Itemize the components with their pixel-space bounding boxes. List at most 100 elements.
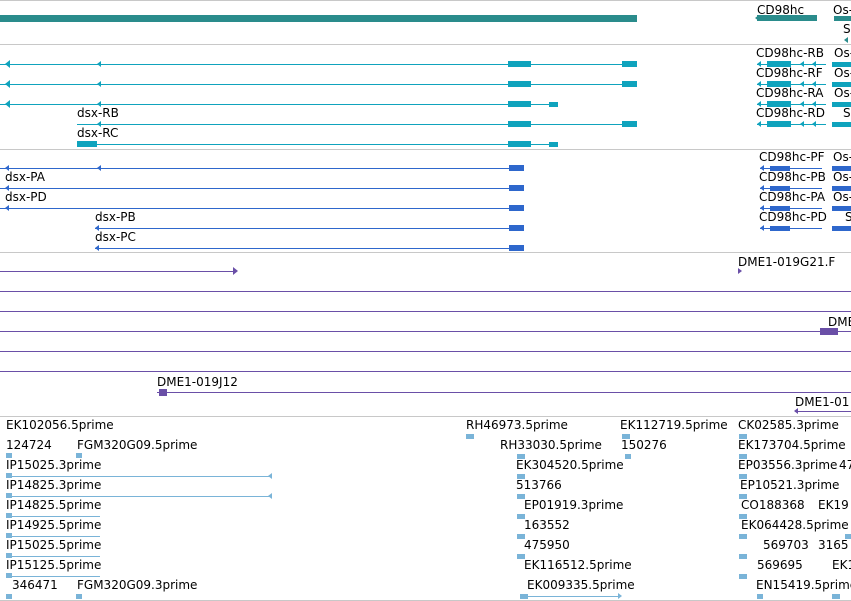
transcript-exon[interactable] bbox=[767, 101, 791, 107]
cdna-bar[interactable] bbox=[834, 16, 851, 21]
protein-line[interactable] bbox=[760, 168, 822, 169]
est-label[interactable]: EK064428.5prime bbox=[741, 518, 849, 532]
protein-exon[interactable] bbox=[509, 225, 524, 231]
clone-line[interactable] bbox=[0, 271, 235, 272]
est-label[interactable]: 3165 bbox=[818, 538, 849, 552]
est-block[interactable] bbox=[6, 553, 12, 558]
transcript-exon[interactable] bbox=[622, 81, 637, 87]
protein-exon[interactable] bbox=[509, 165, 524, 171]
protein-line[interactable] bbox=[95, 228, 524, 229]
est-block[interactable] bbox=[517, 454, 525, 459]
cdna-label[interactable]: Os- bbox=[833, 3, 851, 17]
transcript-label[interactable]: dsx-RC bbox=[77, 126, 119, 140]
est-block[interactable] bbox=[6, 573, 12, 578]
est-label[interactable]: 47 bbox=[839, 458, 851, 472]
est-block[interactable] bbox=[6, 493, 12, 498]
transcript-line[interactable] bbox=[757, 64, 826, 65]
est-block[interactable] bbox=[739, 514, 747, 519]
est-label[interactable]: RH46973.5prime bbox=[466, 418, 568, 432]
est-label[interactable]: 569695 bbox=[757, 558, 803, 572]
est-label[interactable]: RH33030.5prime bbox=[500, 438, 602, 452]
est-label[interactable]: EK102056.5prime bbox=[6, 418, 114, 432]
transcript-line[interactable] bbox=[77, 144, 558, 145]
est-label[interactable]: 163552 bbox=[524, 518, 570, 532]
transcript-label[interactable]: Os- bbox=[834, 86, 851, 100]
transcript-exon[interactable] bbox=[508, 61, 531, 67]
est-block[interactable] bbox=[6, 473, 12, 478]
protein-line[interactable] bbox=[760, 208, 822, 209]
est-block[interactable] bbox=[6, 453, 12, 458]
transcript-exon[interactable] bbox=[767, 61, 791, 67]
est-block[interactable] bbox=[739, 474, 747, 479]
protein-label[interactable]: dsx-PA bbox=[5, 170, 45, 184]
est-block[interactable] bbox=[6, 513, 12, 518]
protein-label[interactable]: CD98hc-PB bbox=[759, 170, 826, 184]
protein-line[interactable] bbox=[95, 248, 524, 249]
clone-line[interactable] bbox=[795, 411, 851, 412]
transcript-exon[interactable] bbox=[832, 82, 851, 87]
protein-exon[interactable] bbox=[770, 206, 790, 211]
est-line[interactable] bbox=[6, 476, 270, 477]
est-label[interactable]: IP15025.3prime bbox=[6, 458, 102, 472]
protein-label[interactable]: CD98hc-PF bbox=[759, 150, 825, 164]
est-label[interactable]: EK19 bbox=[818, 498, 849, 512]
est-block[interactable] bbox=[832, 594, 840, 599]
est-block[interactable] bbox=[739, 434, 747, 439]
clone-line[interactable] bbox=[157, 392, 851, 393]
transcript-exon[interactable] bbox=[622, 121, 637, 127]
est-label[interactable]: EN15419.5prime bbox=[756, 578, 851, 592]
protein-line[interactable] bbox=[760, 188, 822, 189]
transcript-exon[interactable] bbox=[767, 121, 791, 127]
protein-label[interactable]: dsx-PC bbox=[95, 230, 136, 244]
protein-exon[interactable] bbox=[770, 186, 790, 191]
est-block[interactable] bbox=[466, 434, 474, 439]
transcript-exon[interactable] bbox=[77, 141, 97, 147]
transcript-exon[interactable] bbox=[508, 141, 531, 147]
est-label[interactable]: EK173704.5prime bbox=[738, 438, 846, 452]
protein-exon[interactable] bbox=[832, 206, 851, 211]
transcript-label[interactable]: CD98hc-RA bbox=[756, 86, 824, 100]
est-line[interactable] bbox=[6, 516, 100, 517]
protein-label[interactable]: CD98hc-PD bbox=[759, 210, 827, 224]
est-label[interactable]: FGM320G09.3prime bbox=[77, 578, 198, 592]
est-block[interactable] bbox=[625, 454, 631, 459]
est-block[interactable] bbox=[739, 534, 747, 539]
clone-label[interactable]: DME bbox=[828, 315, 851, 329]
transcript-exon[interactable] bbox=[549, 102, 558, 107]
protein-line[interactable] bbox=[760, 228, 822, 229]
transcript-label[interactable]: CD98hc-RF bbox=[756, 66, 823, 80]
transcript-exon[interactable] bbox=[549, 142, 558, 147]
protein-label[interactable]: Os- bbox=[833, 170, 851, 184]
est-label[interactable]: IP14825.5prime bbox=[6, 498, 102, 512]
est-label[interactable]: CO188368 bbox=[741, 498, 805, 512]
transcript-line[interactable] bbox=[757, 104, 826, 105]
transcript-line[interactable] bbox=[757, 84, 826, 85]
protein-exon[interactable] bbox=[832, 186, 851, 191]
est-label[interactable]: EP01919.3prime bbox=[524, 498, 624, 512]
est-label[interactable]: CK02585.3prime bbox=[738, 418, 839, 432]
est-line[interactable] bbox=[6, 576, 100, 577]
protein-line[interactable] bbox=[0, 208, 524, 209]
clone-line[interactable] bbox=[0, 351, 851, 352]
protein-label[interactable]: dsx-PD bbox=[5, 190, 47, 204]
transcript-line[interactable] bbox=[757, 124, 826, 125]
est-label[interactable]: EK1 bbox=[832, 558, 851, 572]
protein-exon[interactable] bbox=[509, 245, 524, 251]
est-label[interactable]: 475950 bbox=[524, 538, 570, 552]
transcript-exon[interactable] bbox=[832, 62, 851, 67]
est-block[interactable] bbox=[845, 534, 851, 539]
cdna-bar[interactable] bbox=[0, 15, 637, 22]
est-block[interactable] bbox=[739, 494, 747, 499]
transcript-exon[interactable] bbox=[832, 122, 851, 127]
est-label[interactable]: IP14925.5prime bbox=[6, 518, 102, 532]
est-block[interactable] bbox=[517, 474, 525, 479]
protein-line[interactable] bbox=[0, 168, 524, 169]
transcript-line[interactable] bbox=[0, 104, 558, 105]
protein-exon[interactable] bbox=[832, 166, 851, 171]
transcript-label[interactable]: Os- bbox=[834, 46, 851, 60]
transcript-exon[interactable] bbox=[508, 81, 531, 87]
cdna-label[interactable]: S bbox=[843, 22, 851, 36]
transcript-exon[interactable] bbox=[622, 61, 637, 67]
cdna-bar[interactable] bbox=[757, 15, 817, 21]
transcript-exon[interactable] bbox=[767, 81, 791, 87]
